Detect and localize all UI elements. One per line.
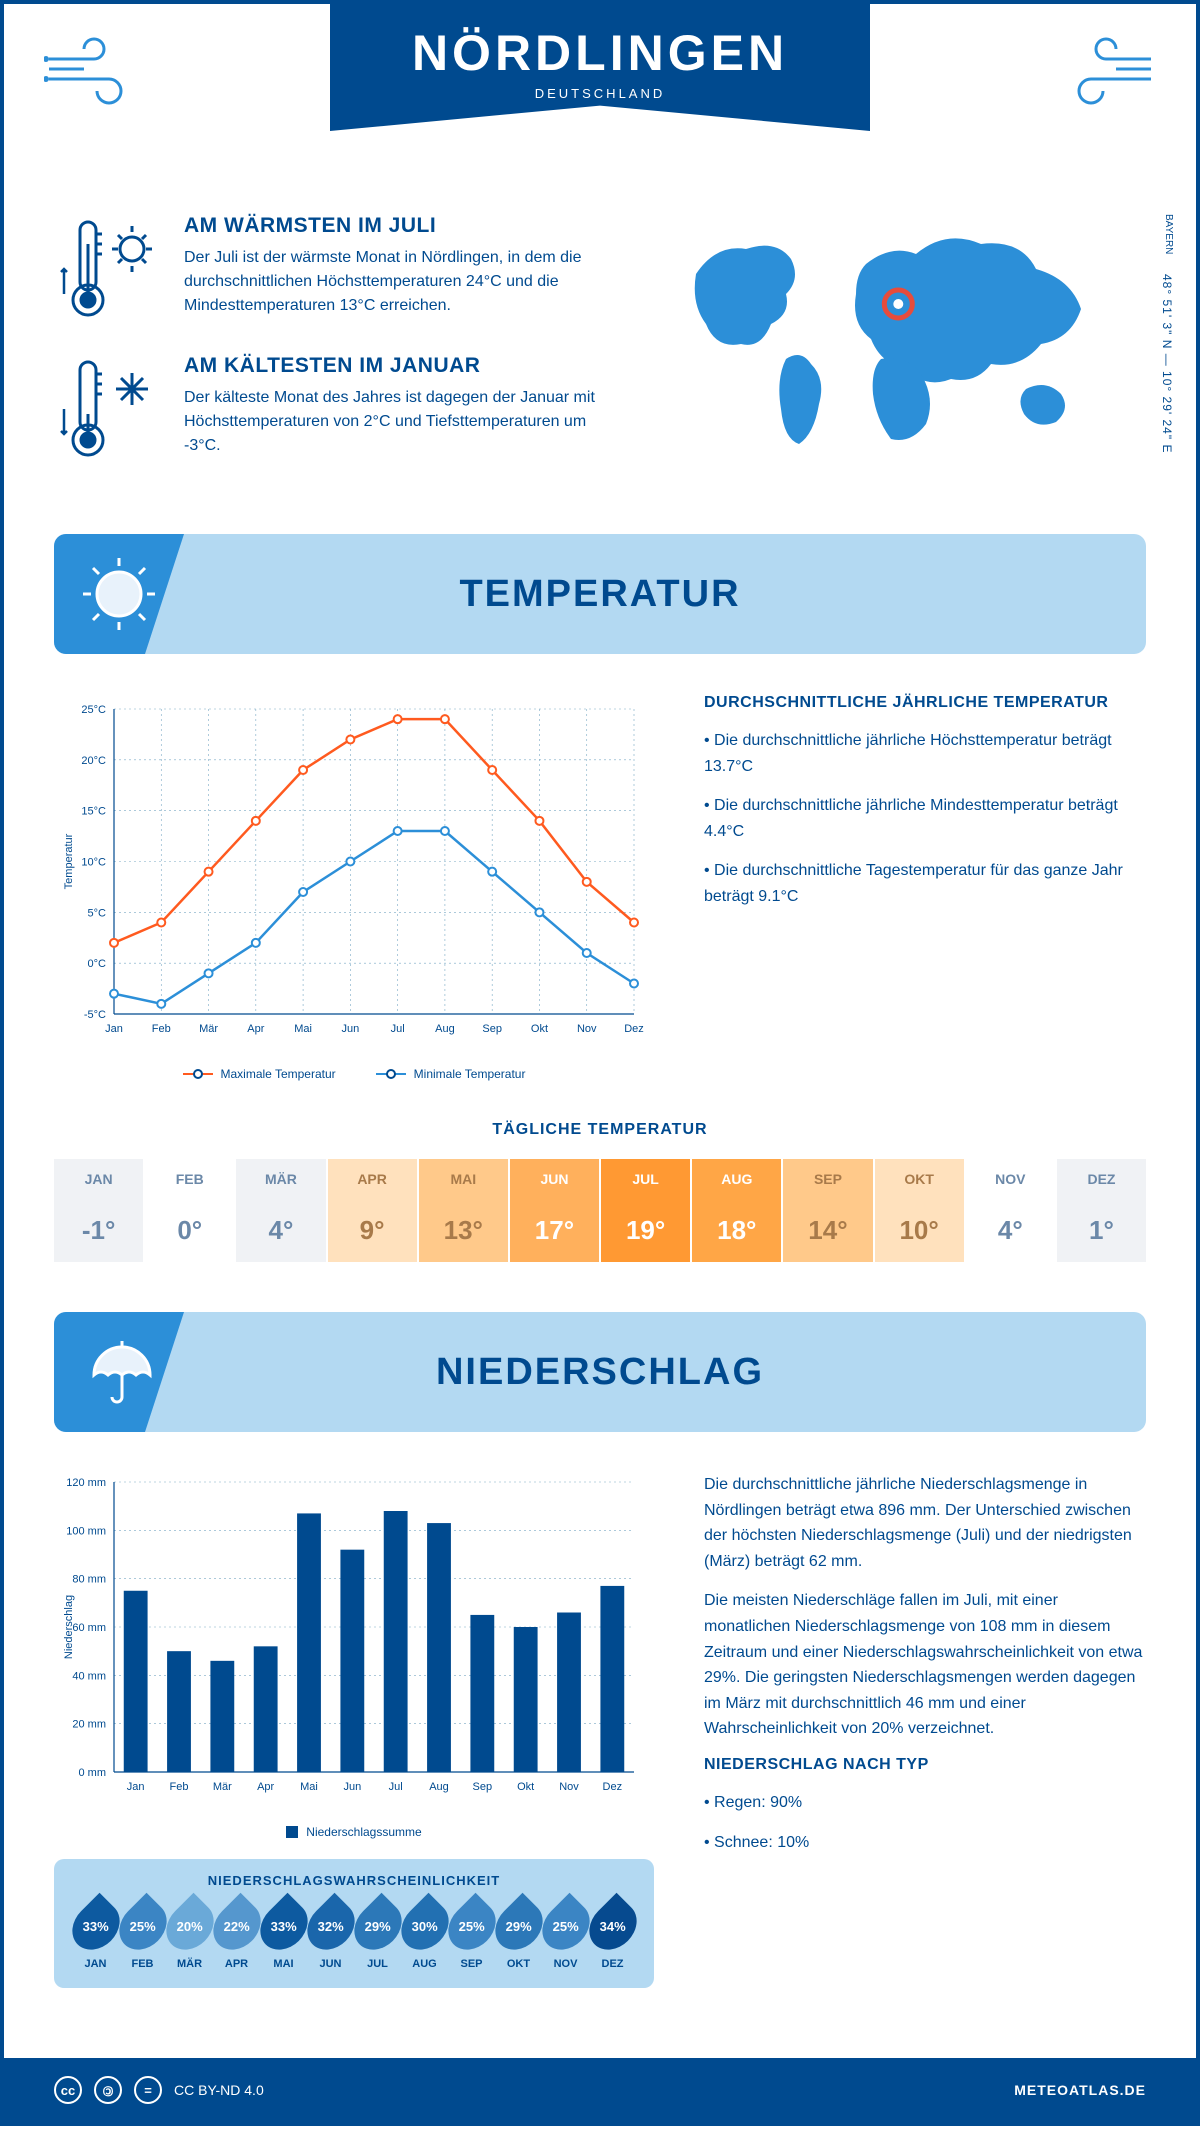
svg-text:Aug: Aug (435, 1023, 455, 1035)
temperature-summary: DURCHSCHNITTLICHE JÄHRLICHE TEMPERATUR •… (704, 694, 1146, 1081)
svg-text:Dez: Dez (603, 1781, 623, 1793)
thermometer-snow-icon (54, 354, 164, 464)
temp-summary-title: DURCHSCHNITTLICHE JÄHRLICHE TEMPERATUR (704, 694, 1146, 712)
svg-text:40 mm: 40 mm (72, 1670, 106, 1682)
svg-text:20 mm: 20 mm (72, 1719, 106, 1731)
svg-text:5°C: 5°C (88, 907, 107, 919)
section-title: TEMPERATUR (459, 573, 740, 616)
section-title: NIEDERSCHLAG (436, 1351, 764, 1394)
fact-cold-title: AM KÄLTESTEN IM JANUAR (184, 354, 626, 378)
header: NÖRDLINGEN DEUTSCHLAND (4, 4, 1196, 184)
fact-warm: AM WÄRMSTEN IM JULI Der Juli ist der wär… (54, 214, 626, 324)
wind-icon (1056, 34, 1156, 130)
svg-text:Jun: Jun (341, 1023, 359, 1035)
footer: cc 🄯 = CC BY-ND 4.0 METEOATLAS.DE (4, 2058, 1196, 2122)
svg-text:Mai: Mai (294, 1023, 312, 1035)
legend-precip: Niederschlagssumme (306, 1825, 421, 1839)
svg-text:Jan: Jan (105, 1023, 123, 1035)
svg-text:Okt: Okt (517, 1781, 534, 1793)
svg-text:20°C: 20°C (81, 755, 106, 767)
svg-text:Feb: Feb (152, 1023, 171, 1035)
svg-text:Nov: Nov (577, 1023, 597, 1035)
precip-chart: 0 mm 20 mm 40 mm 60 mm 80 mm 100 mm 120 mm Jan F… (54, 1472, 654, 1839)
wind-icon (44, 34, 144, 130)
svg-text:120 mm: 120 mm (66, 1477, 106, 1489)
svg-text:Niederschlag: Niederschlag (63, 1595, 75, 1659)
fact-cold: AM KÄLTESTEN IM JANUAR Der kälteste Mona… (54, 354, 626, 464)
svg-text:Jul: Jul (391, 1023, 405, 1035)
fact-warm-title: AM WÄRMSTEN IM JULI (184, 214, 626, 238)
section-temperature: TEMPERATUR (54, 534, 1146, 654)
license-text: CC BY-ND 4.0 (174, 2082, 264, 2098)
svg-text:80 mm: 80 mm (72, 1574, 106, 1586)
precip-type-title: NIEDERSCHLAG NACH TYP (704, 1756, 1146, 1774)
svg-text:Feb: Feb (170, 1781, 189, 1793)
title-ribbon: NÖRDLINGEN DEUTSCHLAND (330, 4, 870, 131)
cc-icon: cc (54, 2076, 82, 2104)
legend-max: Maximale Temperatur (221, 1067, 336, 1081)
svg-text:Sep: Sep (473, 1781, 493, 1793)
svg-text:Mai: Mai (300, 1781, 318, 1793)
svg-text:Mär: Mär (199, 1023, 218, 1035)
world-map: BAYERN 48° 51' 3" N — 10° 29' 24" E (666, 214, 1146, 494)
svg-text:60 mm: 60 mm (72, 1622, 106, 1634)
svg-text:Jun: Jun (343, 1781, 361, 1793)
svg-text:25°C: 25°C (81, 704, 106, 716)
svg-text:0 mm: 0 mm (79, 1767, 107, 1779)
nd-icon: = (134, 2076, 162, 2104)
prob-title: NIEDERSCHLAGSWAHRSCHEINLICHKEIT (72, 1873, 636, 1888)
page-subtitle: DEUTSCHLAND (390, 86, 810, 101)
svg-text:Mär: Mär (213, 1781, 232, 1793)
fact-cold-text: Der kälteste Monat des Jahres ist dagege… (184, 386, 626, 458)
svg-text:Apr: Apr (257, 1781, 274, 1793)
region-label: BAYERN (1163, 214, 1174, 254)
svg-text:Dez: Dez (624, 1023, 644, 1035)
svg-text:Jul: Jul (389, 1781, 403, 1793)
daily-temp-table: JAN-1°FEB0°MÄR4°APR9°MAI13°JUN17°JUL19°A… (54, 1159, 1146, 1262)
svg-text:Jan: Jan (127, 1781, 145, 1793)
page-title: NÖRDLINGEN (390, 24, 810, 82)
section-precip: NIEDERSCHLAG (54, 1312, 1146, 1432)
svg-text:Aug: Aug (429, 1781, 449, 1793)
fact-warm-text: Der Juli ist der wärmste Monat in Nördli… (184, 246, 626, 318)
svg-text:15°C: 15°C (81, 806, 106, 818)
svg-text:Okt: Okt (531, 1023, 548, 1035)
thermometer-sun-icon (54, 214, 164, 324)
svg-text:0°C: 0°C (88, 958, 107, 970)
daily-temp-title: TÄGLICHE TEMPERATUR (54, 1121, 1146, 1139)
precip-probability: NIEDERSCHLAGSWAHRSCHEINLICHKEIT 33%JAN25… (54, 1859, 654, 1988)
coords-label: 48° 51' 3" N — 10° 29' 24" E (1160, 274, 1174, 453)
by-icon: 🄯 (94, 2076, 122, 2104)
sun-icon (54, 534, 184, 654)
site-name: METEOATLAS.DE (1014, 2082, 1146, 2098)
svg-text:Temperatur: Temperatur (63, 833, 75, 889)
svg-text:-5°C: -5°C (84, 1009, 106, 1021)
legend-min: Minimale Temperatur (414, 1067, 526, 1081)
umbrella-icon (54, 1312, 184, 1432)
svg-text:10°C: 10°C (81, 857, 106, 869)
svg-text:100 mm: 100 mm (66, 1525, 106, 1537)
temperature-chart: -5°C 0°C 5°C 10°C 15°C 20°C 25°C Jan Feb Mär Apr Ma… (54, 694, 654, 1081)
svg-text:Nov: Nov (559, 1781, 579, 1793)
svg-text:Sep: Sep (482, 1023, 502, 1035)
precip-summary: Die durchschnittliche jährliche Niedersc… (704, 1472, 1146, 1988)
svg-text:Apr: Apr (247, 1023, 264, 1035)
